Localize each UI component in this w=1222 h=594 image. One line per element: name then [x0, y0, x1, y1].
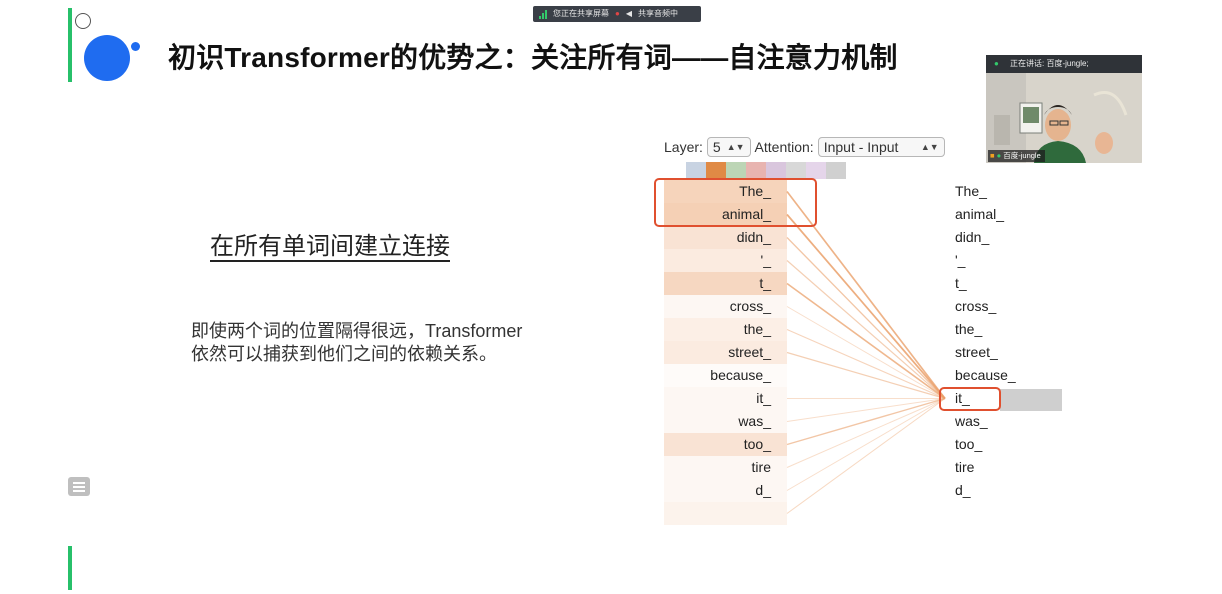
- head-swatch[interactable]: [746, 162, 766, 179]
- head-swatch[interactable]: [766, 162, 786, 179]
- left-token[interactable]: [664, 502, 787, 525]
- right-token[interactable]: was_: [955, 413, 988, 429]
- user-icon: ■: [990, 151, 995, 160]
- attention-line: [786, 398, 946, 422]
- highlight-box-the-animal: [654, 178, 817, 227]
- head-swatch[interactable]: [786, 162, 806, 179]
- signal-icon: [539, 9, 547, 19]
- description-line-1: 即使两个词的位置隔得很远，Transformer: [191, 321, 523, 341]
- speaker-name: 百度-jungle;: [1046, 59, 1089, 68]
- right-token[interactable]: the_: [955, 321, 983, 337]
- left-token[interactable]: animal_: [664, 203, 787, 226]
- right-token[interactable]: because_: [955, 367, 1016, 383]
- stepper-icon: ▲▼: [726, 142, 745, 152]
- left-token[interactable]: t_: [664, 272, 787, 295]
- right-token[interactable]: street_: [955, 344, 998, 360]
- right-token[interactable]: '_: [955, 252, 966, 268]
- left-token[interactable]: the_: [664, 318, 787, 341]
- attention-line: [786, 260, 946, 399]
- left-token[interactable]: because_: [664, 364, 787, 387]
- webcam-name-tag: ■ ● 百度-jungle: [988, 150, 1045, 162]
- left-token[interactable]: tire: [664, 456, 787, 479]
- blue-dot-small: [131, 42, 140, 51]
- slide-description: 即使两个词的位置隔得很远，Transformer 依然可以捕获到他们之间的依赖关…: [191, 320, 591, 366]
- attention-line: [786, 306, 946, 399]
- accent-bar-bottom: [68, 546, 72, 590]
- list-icon[interactable]: [68, 477, 90, 496]
- attention-line: [786, 237, 946, 399]
- speaking-label: 正在讲话:: [1010, 59, 1045, 68]
- speaker-icon: ◀: [625, 9, 632, 18]
- right-token[interactable]: The_: [955, 183, 987, 199]
- description-line-2: 依然可以捕获到他们之间的依赖关系。: [191, 344, 497, 364]
- speaker-video-image: [986, 55, 1142, 163]
- head-swatch[interactable]: [806, 162, 826, 179]
- right-token[interactable]: t_: [955, 275, 967, 291]
- right-token[interactable]: cross_: [955, 298, 997, 314]
- layer-select[interactable]: 5 ▲▼: [706, 137, 751, 157]
- stepper-icon: ▲▼: [920, 142, 939, 152]
- left-token[interactable]: The_: [664, 180, 787, 203]
- head-swatch[interactable]: [826, 162, 846, 179]
- attention-select[interactable]: Input - Input ▲▼: [817, 137, 945, 157]
- left-token[interactable]: '_: [664, 249, 787, 272]
- head-swatch[interactable]: [726, 162, 746, 179]
- slide-subtitle: 在所有单词间建立连接: [210, 233, 450, 260]
- stop-share-icon[interactable]: ●: [615, 9, 620, 18]
- attention-line: [786, 213, 946, 400]
- right-token[interactable]: animal_: [955, 206, 1005, 222]
- right-token[interactable]: tire: [955, 459, 975, 475]
- attention-line: [786, 398, 946, 491]
- blue-dot-large: [84, 35, 130, 81]
- head-swatch[interactable]: [706, 162, 726, 179]
- head-swatch[interactable]: [686, 162, 706, 179]
- screen-share-bar[interactable]: 您正在共享屏幕 ● ◀ 共享音频中: [533, 6, 701, 22]
- highlight-box-it: [939, 387, 1001, 411]
- left-token[interactable]: d_: [664, 479, 787, 502]
- left-token-column: The_ animal_ didn_ '_ t_ cross_ the_ street_ bec…: [664, 180, 787, 525]
- audio-sharing-text: 共享音频中: [638, 9, 678, 18]
- layer-value: 5: [712, 139, 721, 155]
- left-token[interactable]: cross_: [664, 295, 787, 318]
- right-token[interactable]: didn_: [955, 229, 990, 245]
- attention-value: Input - Input: [823, 139, 899, 155]
- sharing-text: 您正在共享屏幕: [553, 9, 609, 18]
- left-token[interactable]: didn_: [664, 226, 787, 249]
- mic-icon: ●: [996, 151, 1002, 160]
- mic-icon: ●: [994, 59, 999, 68]
- attention-line: [786, 328, 946, 400]
- left-token[interactable]: was_: [664, 410, 787, 433]
- attention-line: [786, 398, 946, 468]
- left-token[interactable]: street_: [664, 341, 787, 364]
- webcam-video[interactable]: [986, 55, 1142, 163]
- right-token[interactable]: d_: [955, 482, 971, 498]
- attention-line: [786, 397, 946, 446]
- left-token[interactable]: it_: [664, 387, 787, 410]
- attention-line: [786, 282, 946, 400]
- attention-line: [786, 351, 946, 400]
- attention-controls: Layer: 5 ▲▼ Attention: Input - Input ▲▼: [664, 137, 945, 157]
- layer-label: Layer:: [664, 139, 703, 155]
- left-token[interactable]: too_: [664, 433, 787, 456]
- attention-label: Attention:: [754, 139, 814, 155]
- name-tag-text: 百度-jungle: [1003, 151, 1041, 160]
- right-token[interactable]: it_: [955, 390, 970, 406]
- ring-decoration: [75, 13, 91, 29]
- slide-title: 初识Transformer的优势之：关注所有词——自注意力机制: [168, 42, 898, 73]
- speaking-bar: ● 正在讲话: 百度-jungle;: [986, 55, 1142, 73]
- attention-line: [786, 398, 946, 514]
- focus-token-bar: [1000, 389, 1062, 411]
- accent-bar-top: [68, 8, 72, 82]
- right-token[interactable]: too_: [955, 436, 983, 452]
